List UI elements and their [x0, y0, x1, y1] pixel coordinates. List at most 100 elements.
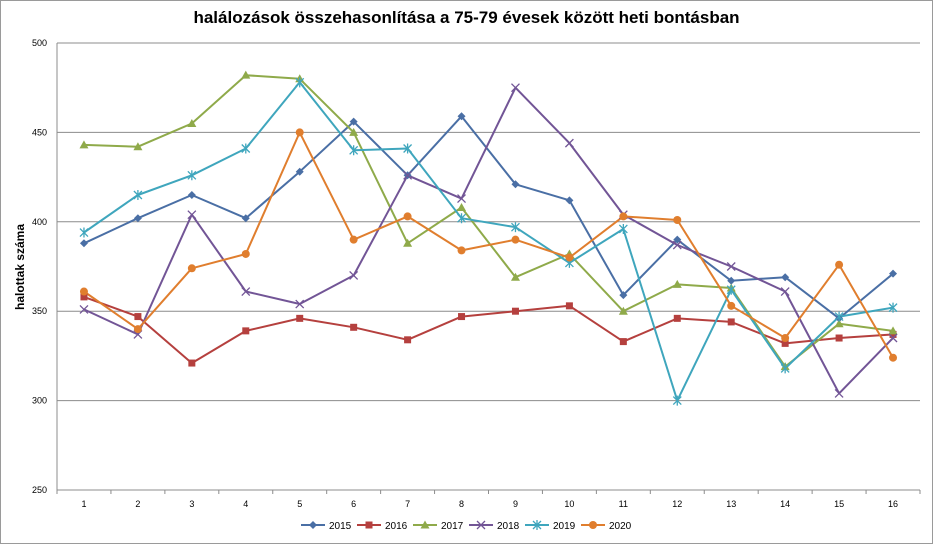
- y-tick-label: 350: [32, 306, 47, 316]
- data-point-2016: [350, 323, 358, 331]
- data-point-2018: [672, 240, 682, 250]
- data-point-2018: [726, 262, 736, 271]
- x-tick-label: 2: [135, 499, 140, 509]
- legend-label-2020: 2020: [609, 521, 632, 532]
- x-tick-label: 7: [405, 499, 410, 509]
- y-tick-label: 400: [32, 217, 47, 227]
- data-point-2020: [889, 353, 898, 362]
- data-point-2015: [619, 291, 628, 300]
- data-point-2017: [79, 140, 89, 149]
- data-point-2016: [134, 313, 142, 321]
- x-tick-label: 11: [619, 499, 628, 509]
- data-point-2020: [727, 301, 736, 310]
- data-point-2018: [457, 194, 466, 204]
- data-point-2020: [403, 212, 412, 221]
- data-point-2015: [565, 196, 574, 205]
- series-line-2020: [83, 131, 894, 359]
- y-tick-label: 250: [32, 485, 47, 495]
- data-point-2015: [295, 167, 304, 176]
- x-tick-label: 5: [297, 499, 302, 509]
- data-point-2020: [565, 253, 574, 262]
- data-point-2020: [781, 334, 790, 343]
- data-point-2018: [834, 388, 844, 398]
- data-point-2015: [457, 112, 466, 121]
- data-point-2019: [133, 189, 143, 200]
- series-line-2016: [83, 295, 894, 365]
- data-point-2016: [673, 314, 681, 322]
- x-tick-label: 13: [726, 499, 736, 509]
- data-point-2015: [79, 239, 88, 248]
- legend-marker-2017: [420, 520, 430, 529]
- series-line-2017: [83, 74, 894, 368]
- x-tick-label: 3: [189, 499, 194, 509]
- data-point-2015: [889, 269, 898, 278]
- data-point-2017: [241, 70, 251, 79]
- data-point-2019: [780, 363, 790, 374]
- data-point-2020: [295, 128, 304, 137]
- data-point-2020: [457, 246, 466, 255]
- data-point-2020: [133, 325, 142, 334]
- data-point-2016: [619, 338, 627, 346]
- data-point-2017: [888, 326, 898, 335]
- data-point-2019: [79, 227, 89, 238]
- x-tick-label: 14: [780, 499, 790, 509]
- data-point-2016: [565, 302, 573, 310]
- data-point-2019: [726, 284, 736, 295]
- data-point-2016: [835, 334, 843, 342]
- data-point-2020: [835, 260, 844, 269]
- data-point-2020: [187, 264, 196, 273]
- data-point-2020: [619, 212, 628, 221]
- data-point-2020: [79, 287, 88, 296]
- data-point-2016: [296, 314, 304, 322]
- data-point-2019: [187, 170, 197, 181]
- data-point-2015: [781, 273, 790, 282]
- data-point-2019: [834, 311, 844, 322]
- x-tick-label: 6: [351, 499, 356, 509]
- data-point-2018: [241, 287, 251, 296]
- data-point-2019: [618, 223, 628, 234]
- legend-label-2018: 2018: [497, 521, 520, 532]
- legend-marker-2018: [476, 520, 486, 530]
- data-point-2018: [403, 170, 413, 180]
- chart-title: halálozások összehasonlítása a 75-79 éve…: [193, 8, 740, 27]
- y-tick-label: 500: [32, 38, 47, 48]
- data-point-2019: [403, 143, 413, 154]
- y-axis-label: halottak száma: [13, 224, 27, 310]
- x-tick-label: 9: [513, 499, 518, 509]
- data-point-2017: [349, 127, 359, 136]
- data-point-2016: [511, 307, 519, 315]
- data-point-2019: [511, 222, 520, 233]
- data-point-2018: [187, 210, 197, 220]
- data-point-2016: [727, 318, 735, 326]
- x-tick-label: 8: [459, 499, 464, 509]
- legend-marker-2016: [365, 521, 373, 529]
- data-point-2018: [564, 138, 574, 148]
- data-point-2015: [133, 214, 142, 223]
- data-point-2015: [241, 214, 250, 223]
- data-point-2017: [187, 118, 197, 127]
- data-point-2019: [888, 302, 898, 313]
- data-point-2017: [672, 279, 682, 288]
- x-tick-label: 15: [834, 499, 844, 509]
- data-point-2020: [241, 249, 250, 258]
- data-point-2017: [457, 202, 467, 211]
- series-line-2019: [83, 81, 894, 402]
- data-point-2019: [457, 213, 466, 224]
- data-point-2015: [673, 235, 682, 244]
- data-point-2016: [404, 336, 412, 344]
- x-tick-label: 4: [243, 499, 248, 509]
- y-tick-label: 450: [32, 127, 47, 137]
- data-point-2017: [834, 319, 844, 328]
- data-point-2018: [295, 299, 305, 309]
- data-point-2015: [187, 190, 196, 199]
- data-point-2019: [349, 145, 359, 156]
- y-tick-label: 300: [32, 396, 47, 406]
- legend-marker-2019: [532, 520, 542, 530]
- data-point-2015: [511, 180, 520, 189]
- data-point-2017: [618, 306, 628, 315]
- x-tick-label: 16: [888, 499, 898, 509]
- data-point-2017: [133, 142, 143, 151]
- data-point-2015: [349, 117, 358, 126]
- data-point-2018: [780, 287, 790, 296]
